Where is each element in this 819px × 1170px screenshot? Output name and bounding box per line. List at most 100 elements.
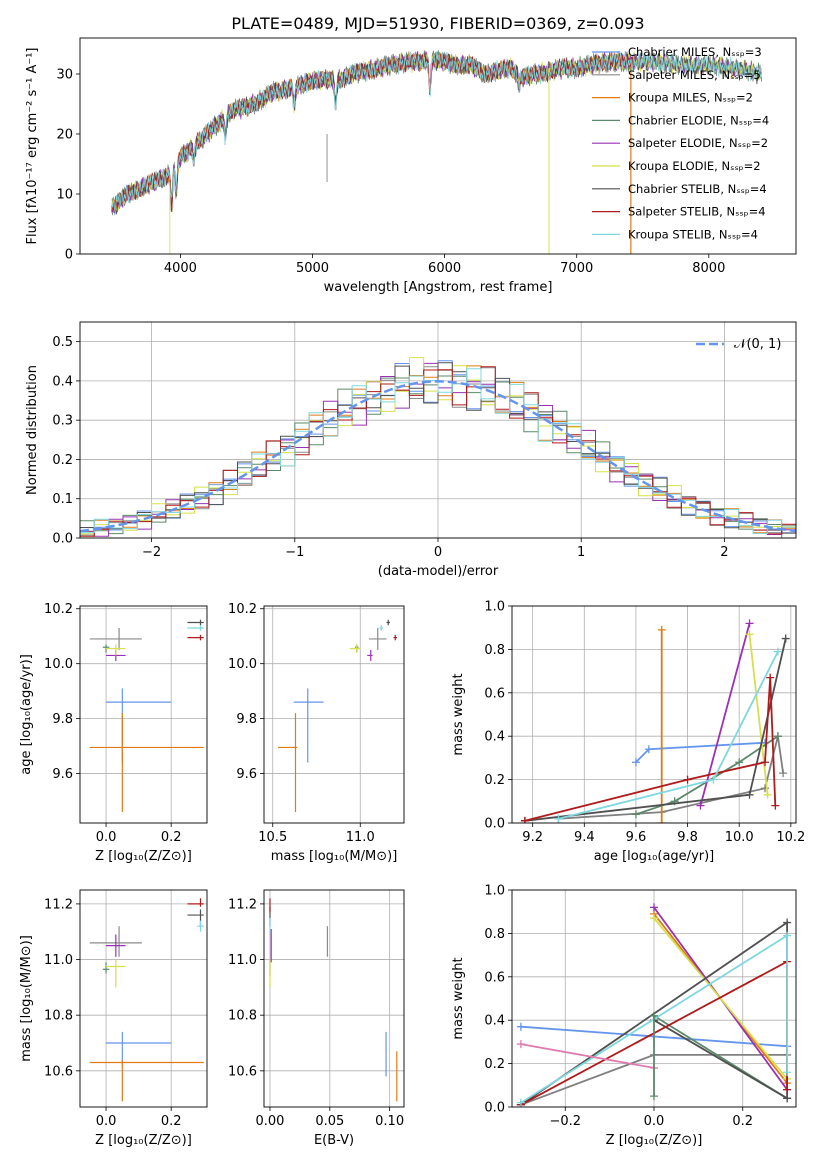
tick-label-y: 0.0 bbox=[484, 1101, 505, 1116]
plus-marker bbox=[709, 775, 718, 784]
errorbar-point bbox=[379, 625, 383, 631]
tick-label-y: 10.8 bbox=[44, 1009, 73, 1024]
legend-entry: 𝒩(0, 1) bbox=[734, 337, 781, 352]
tick-label-x: 11.0 bbox=[346, 830, 375, 845]
y-axis-label: mass [log₁₀(M/M⊙)] bbox=[19, 935, 34, 1062]
tick-label-y: 11.0 bbox=[44, 953, 73, 968]
tick-label-y: 0.1 bbox=[52, 492, 73, 507]
plot-area bbox=[278, 619, 397, 813]
tick-label-y: 1.0 bbox=[484, 884, 505, 899]
legend-entry: Salpeter ELODIE, Nₛₛₚ=2 bbox=[628, 136, 768, 150]
tick-label-x: 0.05 bbox=[315, 1114, 344, 1129]
plus-marker bbox=[773, 647, 782, 656]
axes-frame bbox=[79, 605, 208, 824]
errorbar-point bbox=[89, 627, 142, 650]
plus-marker bbox=[783, 918, 792, 927]
errorbar-point bbox=[106, 1031, 172, 1066]
tick-label-y: 10.0 bbox=[44, 657, 73, 672]
tick-label-y: 10.0 bbox=[228, 657, 257, 672]
plus-marker bbox=[781, 634, 790, 643]
tick-label-y: 9.8 bbox=[236, 712, 257, 727]
legend-entry: Chabrier STELIB, Nₛₛₚ=4 bbox=[628, 182, 767, 196]
legend-entry: Kroupa MILES, Nₛₛₚ=2 bbox=[628, 91, 753, 105]
chart-mass-vs-Z: 0.0 0.2 10.6 10.8 11.0 11.2 Z [log₁₀(Z/Z⊙)] mas… bbox=[19, 889, 208, 1148]
plus-marker bbox=[516, 1040, 525, 1049]
weight-line bbox=[653, 917, 788, 1080]
errorbar-point bbox=[89, 713, 204, 813]
plot-area bbox=[520, 619, 790, 823]
tick-label-y: 9.8 bbox=[52, 712, 73, 727]
axes-frame bbox=[263, 605, 405, 824]
tick-label-x: −0.2 bbox=[549, 1114, 581, 1129]
plus-marker bbox=[657, 625, 666, 634]
plus-marker bbox=[554, 814, 563, 823]
plot-area bbox=[269, 898, 398, 1102]
plus-marker bbox=[783, 1085, 792, 1094]
tick-label-x: 8000 bbox=[692, 261, 725, 276]
errorbar-point bbox=[349, 644, 361, 653]
legend-entry: Salpeter STELIB, Nₛₛₚ=4 bbox=[628, 205, 766, 219]
plus-marker bbox=[735, 758, 744, 767]
plus-marker bbox=[745, 790, 754, 799]
tick-label-x: 5000 bbox=[296, 261, 329, 276]
x-axis-label: Z [log₁₀(Z/Z⊙)] bbox=[95, 1133, 192, 1148]
tick-label-y: 0.6 bbox=[484, 686, 505, 701]
errorbar-point bbox=[106, 644, 126, 656]
tick-label-y: 9.6 bbox=[52, 767, 73, 782]
legend-entry: Kroupa STELIB, Nₛₛₚ=4 bbox=[628, 227, 758, 241]
tick-label-y: 10.8 bbox=[228, 1009, 257, 1024]
plus-marker bbox=[650, 903, 658, 912]
tick-label-x: 6000 bbox=[428, 261, 461, 276]
tick-label-x: 4000 bbox=[164, 261, 197, 276]
tick-label-x: 0.0 bbox=[96, 830, 117, 845]
legend-entry: Chabrier MILES, Nₛₛₚ=3 bbox=[628, 45, 762, 59]
plus-marker bbox=[773, 732, 782, 741]
plus-marker bbox=[766, 673, 775, 682]
x-axis-label: E(B-V) bbox=[314, 1133, 354, 1148]
tick-label-y: 1.0 bbox=[484, 600, 505, 615]
plot-area bbox=[89, 619, 204, 813]
tick-label-y: 0.3 bbox=[52, 414, 73, 429]
weight-line bbox=[635, 741, 766, 763]
tick-label-y: 0.4 bbox=[484, 730, 505, 745]
errorbar-point bbox=[187, 625, 204, 631]
errorbar-point bbox=[106, 934, 126, 957]
chart-mass-vs-EBV: 0.00 0.05 0.10 10.6 10.8 11.0 11.2 E(B-V) bbox=[228, 889, 405, 1148]
legend-entry: Chabrier ELODIE, Nₛₛₚ=4 bbox=[628, 113, 769, 127]
chart-weight-vs-age: 9.2 9.4 9.6 9.8 10.0 10.2 0.0 0.2 0.4 0.6 0.8 1.0 ag… bbox=[451, 600, 805, 865]
tick-label-y: 30 bbox=[56, 68, 73, 83]
plus-marker bbox=[761, 758, 770, 767]
tick-label-x: 0.2 bbox=[732, 1114, 753, 1129]
legend-entry: Salpeter MILES, Nₛₛₚ=5 bbox=[628, 68, 761, 82]
errorbar-point bbox=[106, 688, 172, 763]
tick-label-y: 0.6 bbox=[484, 970, 505, 985]
tick-label-y: 0.8 bbox=[484, 643, 505, 658]
axes-frame bbox=[79, 37, 797, 255]
tick-label-x: −2 bbox=[142, 545, 161, 560]
chart-spectrum: 4000 5000 6000 7000 8000 0 10 20 30 wavelength [A… bbox=[25, 37, 797, 295]
plus-marker bbox=[783, 1068, 792, 1077]
tick-label-x: 0 bbox=[434, 545, 442, 560]
plus-marker bbox=[631, 810, 640, 819]
histogram-step bbox=[80, 366, 796, 537]
tick-label-x: 9.8 bbox=[677, 830, 698, 845]
tick-label-y: 10.2 bbox=[228, 602, 257, 617]
x-axis-label: (data-model)/error bbox=[378, 564, 499, 579]
tick-label-x: 0.00 bbox=[256, 1114, 285, 1129]
weight-line bbox=[699, 623, 751, 806]
axes-frame bbox=[511, 605, 797, 824]
plus-marker bbox=[779, 769, 788, 778]
errorbar-point bbox=[278, 713, 298, 813]
errorbar-point bbox=[367, 649, 373, 661]
plot-area bbox=[516, 903, 792, 1107]
plus-marker bbox=[763, 790, 772, 799]
tick-label-x: 9.4 bbox=[574, 830, 595, 845]
tick-label-y: 10 bbox=[56, 188, 73, 203]
tick-label-y: 0.0 bbox=[484, 817, 505, 832]
y-axis-label: age [log₁₀(age/yr)] bbox=[19, 654, 34, 775]
errorbar-point bbox=[187, 898, 204, 907]
axes-frame bbox=[79, 889, 208, 1108]
tick-label-x: 9.6 bbox=[626, 830, 647, 845]
